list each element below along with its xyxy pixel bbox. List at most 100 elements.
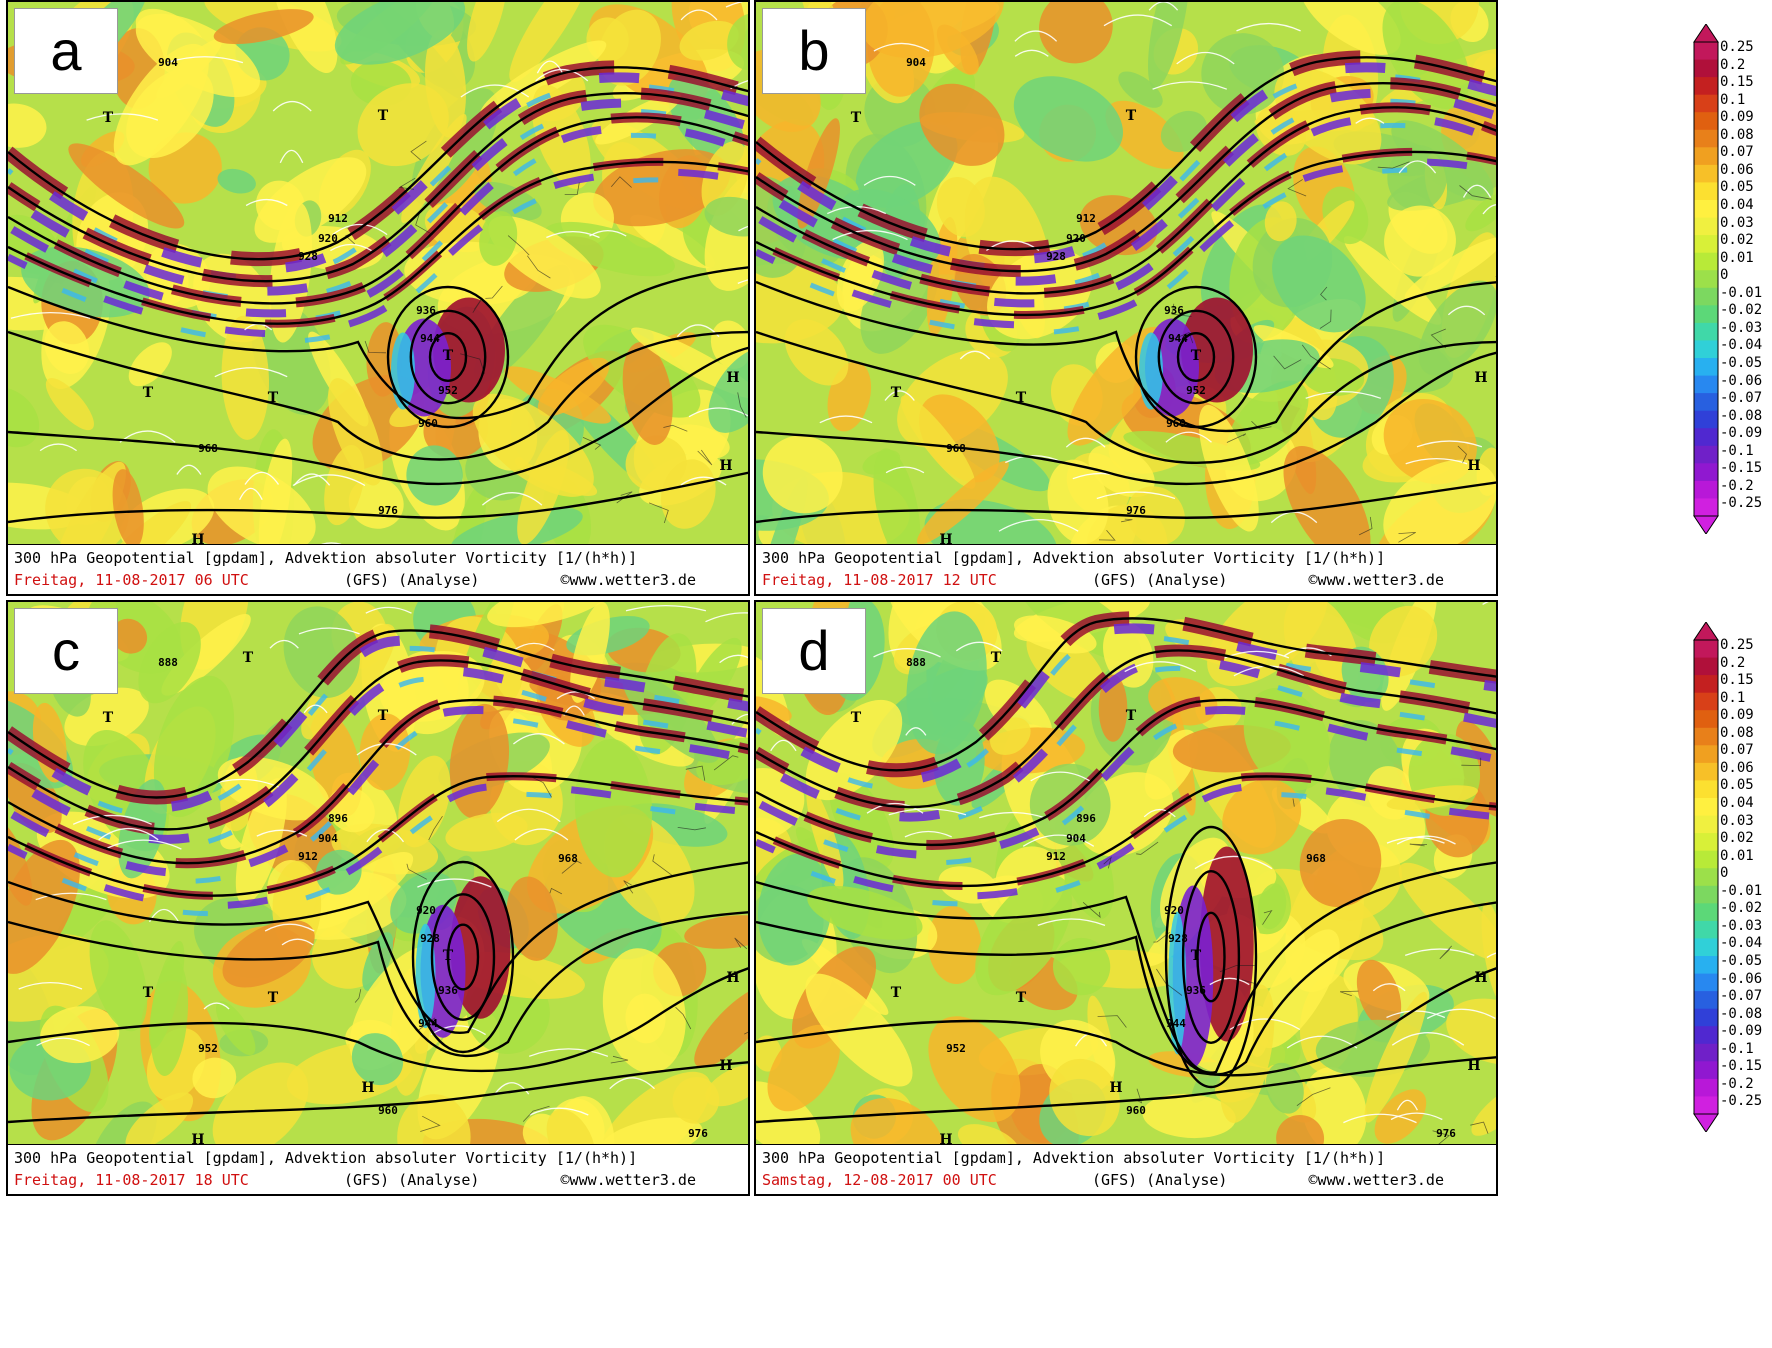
high-pressure-marker: H [1474,370,1487,386]
contour-label: 968 [1306,852,1326,865]
colorbar-tick-label: 0.1 [1720,689,1746,706]
contour-label: 920 [318,232,338,245]
contour-label: 904 [158,56,178,69]
panel-footer-a: 300 hPa Geopotential [gpdam], Advektion … [8,544,748,594]
colorbar-tick-label: 0.08 [1720,126,1754,143]
colorbar-tick-label: 0.25 [1720,39,1754,55]
colorbar-tick-label: 0.02 [1720,232,1754,249]
colorbar-tick-label: 0.09 [1720,109,1754,126]
colorbar-tick-label: -0.06 [1720,970,1763,987]
panel-model-c: (GFS) (Analyse) [344,1171,480,1189]
low-pressure-marker: T [143,985,154,1001]
low-pressure-marker: T [443,948,454,964]
contour-label: 912 [328,212,348,225]
colorbar-tick-label: 0.03 [1720,812,1754,829]
contour-label: 928 [298,250,318,263]
colorbar-tick-label: 0.15 [1720,672,1754,689]
contour-label: 928 [420,932,440,945]
colorbar-tick-label: 0.04 [1720,795,1754,811]
contour-label: 944 [418,1017,438,1030]
colorbar-tick-label: -0.02 [1720,302,1763,319]
contour-label: 912 [1046,850,1066,863]
high-pressure-marker: H [726,970,739,986]
contour-label: 968 [198,442,218,455]
high-pressure-marker: H [361,1080,374,1096]
colorbar-tick-label: 0 [1720,865,1729,882]
panel-date-b: Freitag, 11-08-2017 12 UTC [762,571,997,589]
colorbar-tick-label: -0.04 [1720,935,1763,952]
low-pressure-marker: T [1016,390,1027,406]
panel-date-a: Freitag, 11-08-2017 06 UTC [14,571,249,589]
contour-label: 936 [1186,984,1206,997]
colorbar-tick-label: 0.03 [1720,214,1754,231]
low-pressure-marker: T [851,710,862,726]
colorbar-tick-label: 0.04 [1720,197,1754,213]
colorbar-tick-label: 0.01 [1720,249,1754,266]
contour-label: 976 [688,1127,708,1140]
panel-credit-c: ©www.wetter3.de [560,1171,696,1189]
contour-label: 960 [1166,417,1186,430]
low-pressure-marker: T [103,710,114,726]
colorbar-tick-label: -0.02 [1720,900,1763,917]
colorbar-tick-label: 0.02 [1720,830,1754,847]
colorbar-tick-label: -0.25 [1720,495,1763,512]
contour-label: 952 [1186,384,1206,397]
contour-label: 920 [1066,232,1086,245]
colorbar-tick-label: -0.2 [1720,1075,1754,1092]
colorbar-tick-label: -0.08 [1720,1005,1763,1022]
colorbar-tick-label: -0.09 [1720,1023,1763,1040]
contour-label: 888 [158,656,178,669]
panel-letter-c: c [14,608,118,694]
low-pressure-marker: T [891,985,902,1001]
colorbar-tick-label: 0.25 [1720,637,1754,653]
panel-date-d: Samstag, 12-08-2017 00 UTC [762,1171,997,1189]
colorbar-tick-label: 0.15 [1720,74,1754,91]
panel-title-b: 300 hPa Geopotential [gpdam], Advektion … [762,549,1386,567]
low-pressure-marker: T [1191,948,1202,964]
contour-label: 968 [558,852,578,865]
colorbar-tick-label: -0.09 [1720,425,1763,442]
colorbar-tick-label: 0.1 [1720,91,1746,108]
panel-credit-b: ©www.wetter3.de [1308,571,1444,589]
contour-label: 952 [198,1042,218,1055]
contour-label: 960 [378,1104,398,1117]
panel-title-a: 300 hPa Geopotential [gpdam], Advektion … [14,549,638,567]
panel-model-a: (GFS) (Analyse) [344,571,480,589]
colorbar-tick-label: -0.2 [1720,477,1754,494]
low-pressure-marker: T [268,990,279,1006]
panel-letter-b: b [762,8,866,94]
colorbar-tick-label: -0.07 [1720,988,1763,1005]
contour-label: 976 [1436,1127,1456,1140]
panel-model-d: (GFS) (Analyse) [1092,1171,1228,1189]
contour-label: 936 [438,984,458,997]
contour-label: 912 [298,850,318,863]
panel-date-c: Freitag, 11-08-2017 18 UTC [14,1171,249,1189]
colorbar-tick-label: 0.08 [1720,724,1754,741]
low-pressure-marker: T [143,385,154,401]
colorbar-tick-label: 0.2 [1720,654,1746,671]
panel-credit-d: ©www.wetter3.de [1308,1171,1444,1189]
panel-a: 904 912 920 928 936 944 952 960 968 976 T T T T T H H H a… [6,0,750,596]
contour-label: 952 [438,384,458,397]
panel-credit-a: ©www.wetter3.de [560,571,696,589]
contour-label: 976 [1126,504,1146,517]
colorbar-tick-label: -0.01 [1720,284,1763,301]
low-pressure-marker: T [103,110,114,126]
contour-label: 896 [328,812,348,825]
contour-label: 888 [906,656,926,669]
low-pressure-marker: T [378,108,389,124]
colorbar-tick-label: -0.05 [1720,953,1763,969]
low-pressure-marker: T [443,348,454,364]
contour-label: 976 [378,504,398,517]
contour-label: 904 [906,56,926,69]
contour-label: 904 [1066,832,1086,845]
panel-c: 888 896 904 912 920 928 936 944 952 960 968 976 T T T T… [6,600,750,1196]
colorbar-tick-label: 0.07 [1720,742,1754,759]
colorbar-tick-label: 0.07 [1720,144,1754,161]
colorbar-bottom: 0.25 0.2 0.15 0.1 0.09 0.08 0.07 0.06 0.05 0.04 0.… [1692,622,1772,1132]
high-pressure-marker: H [1109,1080,1122,1096]
colorbar-tick-label: -0.25 [1720,1093,1763,1110]
high-pressure-marker: H [726,370,739,386]
colorbar-tick-label: -0.03 [1720,917,1763,934]
